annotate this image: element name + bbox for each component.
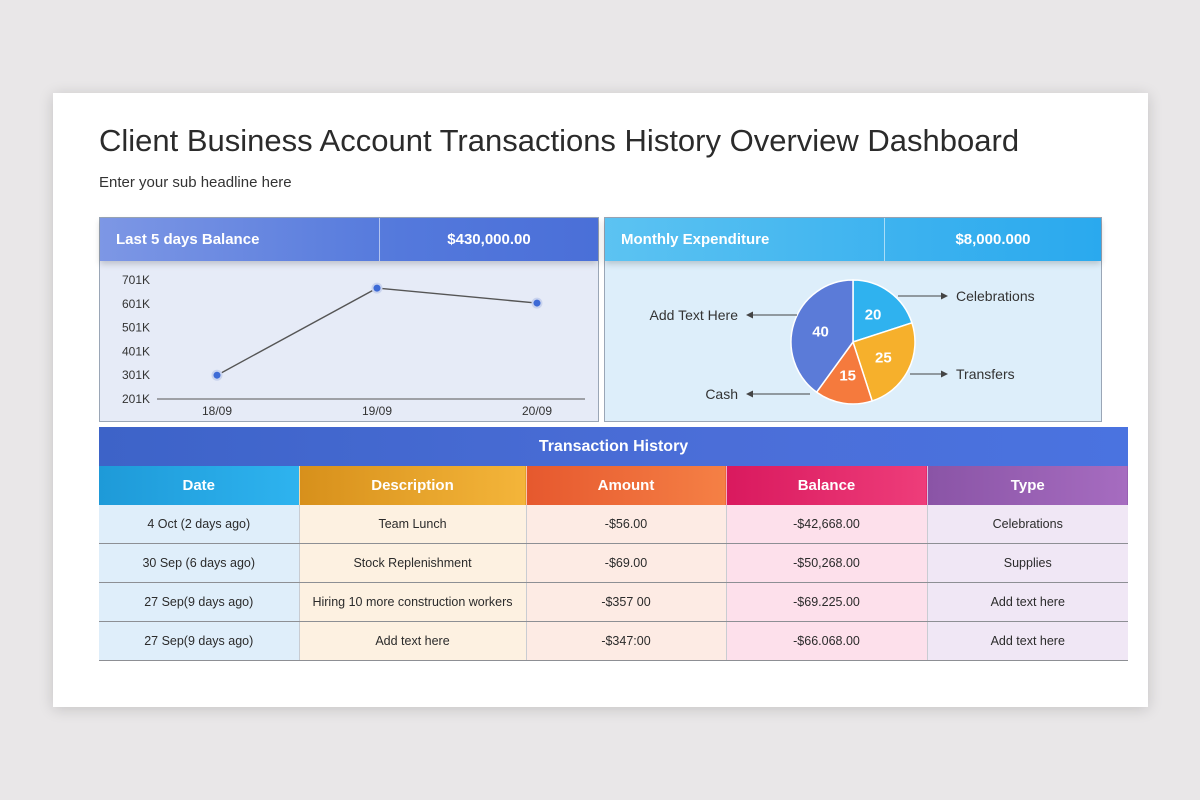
y-tick-label: 601K bbox=[122, 297, 150, 311]
pie-slice-label: 40 bbox=[812, 323, 829, 340]
balance-line-chart: 701K 601K 501K 401K 301K 201K 18/09 19/09 20/09 bbox=[122, 273, 585, 418]
balance-panel-value: $430,000.00 bbox=[447, 231, 531, 248]
cell-balance: -$50,268.00 bbox=[726, 543, 928, 583]
cell-amount: -$347:00 bbox=[526, 621, 727, 661]
column-header-amount: Amount bbox=[526, 466, 727, 505]
table-row: 27 Sep(9 days ago) Hiring 10 more constr… bbox=[99, 582, 1128, 622]
pie-slice-label: 25 bbox=[875, 349, 892, 366]
balance-panel: 701K 601K 501K 401K 301K 201K 18/09 19/09 20/09 … bbox=[99, 217, 599, 422]
x-tick-label: 19/09 bbox=[362, 404, 392, 418]
cell-date: 30 Sep (6 days ago) bbox=[99, 543, 300, 583]
y-tick-label: 301K bbox=[122, 368, 150, 382]
transaction-table: Date Description Amount Balance Type 4 O… bbox=[99, 466, 1128, 661]
cell-amount: -$56.00 bbox=[526, 505, 727, 544]
page-subtitle: Enter your sub headline here bbox=[99, 174, 292, 191]
column-header-date: Date bbox=[99, 466, 300, 505]
header-divider bbox=[379, 218, 380, 261]
series-line bbox=[216, 287, 538, 376]
data-point bbox=[213, 371, 221, 379]
pie-slice-label: 20 bbox=[865, 306, 882, 323]
table-row: 27 Sep(9 days ago) Add text here -$347:0… bbox=[99, 621, 1128, 661]
cell-description: Stock Replenishment bbox=[299, 543, 527, 583]
callout-top-right: Celebrations bbox=[956, 288, 1035, 304]
x-tick-label: 20/09 bbox=[522, 404, 552, 418]
column-header-type: Type bbox=[927, 466, 1128, 505]
balance-panel-label: Last 5 days Balance bbox=[116, 231, 260, 248]
cell-description: Team Lunch bbox=[299, 505, 527, 544]
page-title: Client Business Account Transactions His… bbox=[99, 123, 1020, 158]
column-header-balance: Balance bbox=[726, 466, 928, 505]
table-row: 30 Sep (6 days ago) Stock Replenishment … bbox=[99, 543, 1128, 583]
expenditure-panel-label: Monthly Expenditure bbox=[621, 231, 770, 248]
data-point bbox=[373, 284, 381, 292]
column-header-description: Description bbox=[299, 466, 527, 505]
cell-balance: -$42,668.00 bbox=[726, 505, 928, 544]
cell-type: Add text here bbox=[927, 621, 1128, 661]
callout-top-left: Add Text Here bbox=[650, 307, 739, 323]
table-row: 4 Oct (2 days ago) Team Lunch -$56.00 -$… bbox=[99, 505, 1128, 544]
balance-panel-header: Last 5 days Balance $430,000.00 bbox=[100, 218, 598, 261]
cell-balance: -$69.225.00 bbox=[726, 582, 928, 622]
x-tick-label: 18/09 bbox=[202, 404, 232, 418]
cell-date: 27 Sep(9 days ago) bbox=[99, 621, 300, 661]
cell-type: Supplies bbox=[927, 543, 1128, 583]
data-point bbox=[533, 299, 541, 307]
expenditure-panel: 20 25 15 40 Add Text Here Celebrations Tran… bbox=[604, 217, 1102, 422]
table-header-row: Date Description Amount Balance Type bbox=[99, 466, 1128, 505]
expenditure-pie-chart: 20 25 15 40 Add Text Here Celebrations Tran… bbox=[650, 279, 1035, 405]
expenditure-panel-value: $8,000.000 bbox=[955, 231, 1031, 248]
cell-date: 4 Oct (2 days ago) bbox=[99, 505, 300, 544]
expenditure-panel-header: Monthly Expenditure $8,000.000 bbox=[605, 218, 1101, 261]
cell-description: Hiring 10 more construction workers bbox=[299, 582, 527, 622]
cell-date: 27 Sep(9 days ago) bbox=[99, 582, 300, 622]
y-tick-label: 701K bbox=[122, 273, 150, 287]
transaction-history-title: Transaction History bbox=[99, 427, 1128, 466]
slide: Client Business Account Transactions His… bbox=[53, 93, 1148, 707]
y-tick-label: 501K bbox=[122, 321, 150, 335]
cell-amount: -$69.00 bbox=[526, 543, 727, 583]
header-divider bbox=[884, 218, 885, 261]
pie-slice bbox=[815, 340, 874, 405]
callout-bottom-left: Cash bbox=[705, 386, 738, 402]
y-tick-label: 401K bbox=[122, 344, 150, 358]
callout-bottom-right: Transfers bbox=[956, 366, 1015, 382]
cell-type: Add text here bbox=[927, 582, 1128, 622]
cell-description: Add text here bbox=[299, 621, 527, 661]
pie-slice bbox=[852, 279, 913, 344]
cell-type: Celebrations bbox=[927, 505, 1128, 544]
pie-slice bbox=[852, 321, 916, 402]
cell-balance: -$66.068.00 bbox=[726, 621, 928, 661]
cell-amount: -$357 00 bbox=[526, 582, 727, 622]
pie-slice-label: 15 bbox=[839, 368, 856, 385]
y-tick-label: 201K bbox=[122, 392, 150, 406]
pie-slice bbox=[790, 279, 854, 394]
